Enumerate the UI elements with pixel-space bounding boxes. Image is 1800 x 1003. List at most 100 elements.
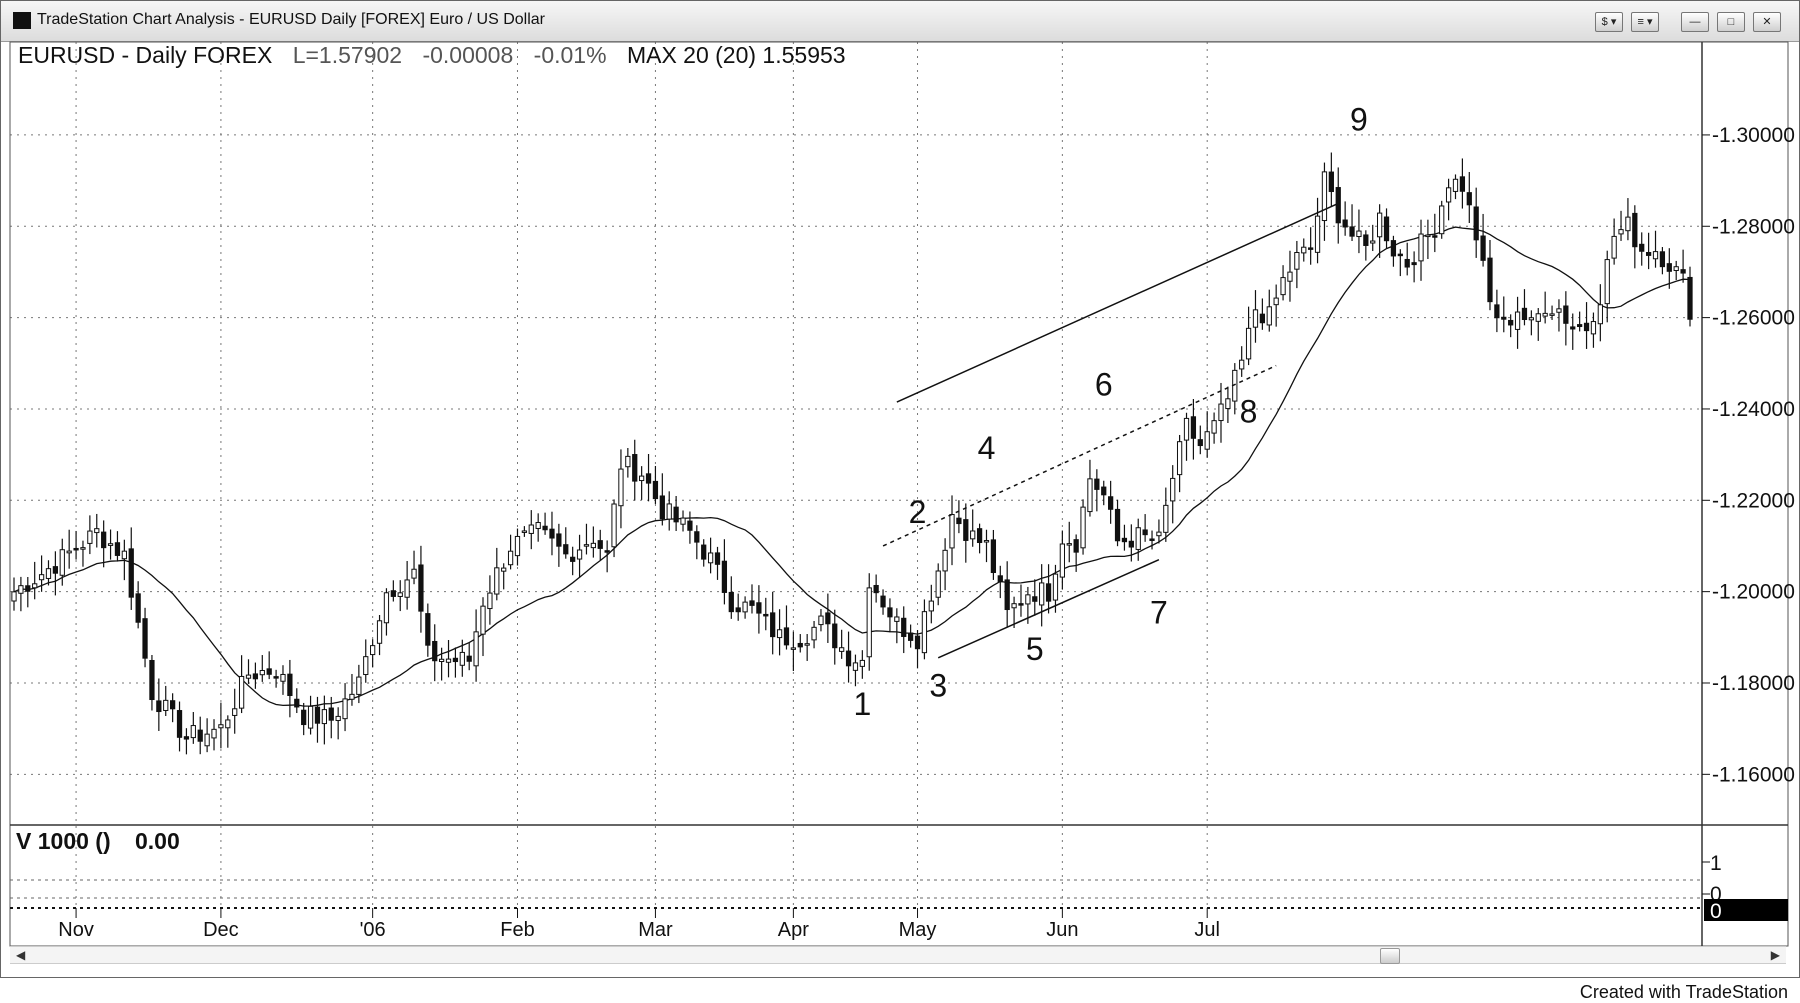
wave-count-label: 5 — [1026, 631, 1044, 667]
scroll-left-icon[interactable]: ◀ — [16, 948, 26, 962]
candle-body — [1025, 594, 1031, 605]
x-tick-label: Feb — [500, 919, 534, 941]
trendline[interactable] — [937, 558, 1160, 659]
candle-body — [1528, 317, 1534, 321]
candle-body — [370, 645, 376, 656]
candle-body — [1577, 324, 1583, 328]
candle-body — [266, 668, 272, 675]
candle-body — [445, 658, 452, 663]
x-tick-label: Apr — [778, 919, 809, 941]
trendline[interactable] — [896, 202, 1339, 403]
format-menu-button[interactable]: ≡ ▾ — [1631, 12, 1659, 32]
candle-body — [1032, 596, 1038, 602]
volume-panel: 1 0 0 — [10, 852, 1788, 923]
net-change: -0.00008 — [422, 42, 514, 68]
scroll-thumb[interactable] — [1380, 948, 1400, 964]
candle-body — [1377, 212, 1383, 238]
candle-body — [1245, 327, 1252, 360]
candle-body — [680, 517, 686, 525]
candle-body — [673, 506, 679, 523]
candle-body — [742, 601, 748, 613]
candle-body — [1183, 417, 1190, 441]
candle-body — [376, 620, 383, 644]
candle-body — [135, 593, 141, 623]
candle-body — [556, 533, 562, 547]
candle-body — [1356, 230, 1362, 238]
candle-body — [1514, 311, 1521, 330]
candle-body — [1176, 441, 1183, 476]
candle-body — [1204, 431, 1210, 450]
x-tick-label: Nov — [58, 919, 94, 941]
last-price: L=1.57902 — [292, 42, 403, 68]
candle-body — [935, 570, 941, 598]
candle-body — [342, 698, 348, 720]
candle-body — [528, 524, 534, 534]
x-tick-label: May — [899, 919, 937, 941]
candle-body — [80, 547, 86, 550]
candle-body — [1142, 529, 1148, 536]
candle-body — [576, 549, 583, 560]
candle-body — [1390, 240, 1397, 257]
candle-body — [1597, 304, 1603, 325]
symbol-menu-button[interactable]: $ ▾ — [1595, 12, 1623, 32]
candle-body — [183, 736, 190, 740]
moving-average-group — [13, 226, 1691, 707]
candle-body — [914, 635, 921, 650]
time-axis: Nov Dec '06 Feb Mar Apr May Jun Jul — [58, 908, 1220, 941]
volume-label: V 1000 () — [16, 828, 111, 854]
wave-count-label: 9 — [1350, 101, 1368, 137]
candle-body — [1652, 251, 1659, 260]
candle-body — [845, 650, 852, 667]
candle-body — [1218, 403, 1224, 422]
candle-body — [776, 629, 783, 639]
candle-body — [307, 705, 314, 729]
candle-body — [1639, 243, 1645, 252]
candle-body — [1308, 247, 1314, 250]
candle-body — [218, 724, 224, 729]
scroll-right-icon[interactable]: ▶ — [1770, 948, 1780, 962]
candle-body — [328, 707, 334, 721]
trendline[interactable] — [882, 364, 1277, 547]
candle-body — [1404, 258, 1410, 268]
candle-body — [321, 709, 327, 725]
candle-body — [639, 475, 645, 482]
candle-body — [176, 710, 183, 738]
candle-body — [1135, 527, 1141, 550]
candle-body — [1018, 603, 1024, 606]
candle-body — [259, 669, 265, 676]
title-bar: TradeStation Chart Analysis - EURUSD Dai… — [1, 1, 1799, 42]
minimize-button[interactable]: — — [1681, 12, 1709, 32]
close-button[interactable]: ✕ — [1753, 12, 1781, 32]
candle-body — [1239, 359, 1245, 370]
candle-body — [1280, 277, 1286, 296]
candle-body — [1645, 251, 1652, 256]
candle-body — [825, 612, 831, 625]
wave-count-label: 4 — [978, 430, 996, 466]
candle-body — [11, 591, 17, 602]
candle-body — [1273, 297, 1279, 306]
candle-body — [107, 543, 114, 546]
candle-body — [749, 600, 755, 606]
candle-body — [1211, 420, 1217, 434]
candle-body — [349, 693, 355, 700]
candle-body — [101, 531, 107, 549]
candle-body — [452, 657, 459, 663]
candle-body — [694, 531, 700, 543]
candle-body — [625, 455, 631, 468]
candle-body — [94, 528, 100, 534]
maximize-button[interactable]: □ — [1717, 12, 1745, 32]
x-tick-label: Jul — [1194, 919, 1220, 941]
candle-body — [783, 627, 790, 646]
wave-count-label: 8 — [1240, 394, 1258, 430]
candle-body — [149, 659, 155, 701]
candle-body — [583, 544, 590, 547]
candle-body — [549, 528, 555, 539]
candles-group — [11, 152, 1693, 755]
candle-body — [563, 544, 569, 555]
candle-body — [66, 550, 72, 554]
candle-body — [1163, 504, 1169, 533]
candle-body — [1094, 478, 1100, 490]
horizontal-scrollbar[interactable]: ◀ ▶ — [10, 946, 1786, 964]
candle-body — [1383, 216, 1390, 242]
